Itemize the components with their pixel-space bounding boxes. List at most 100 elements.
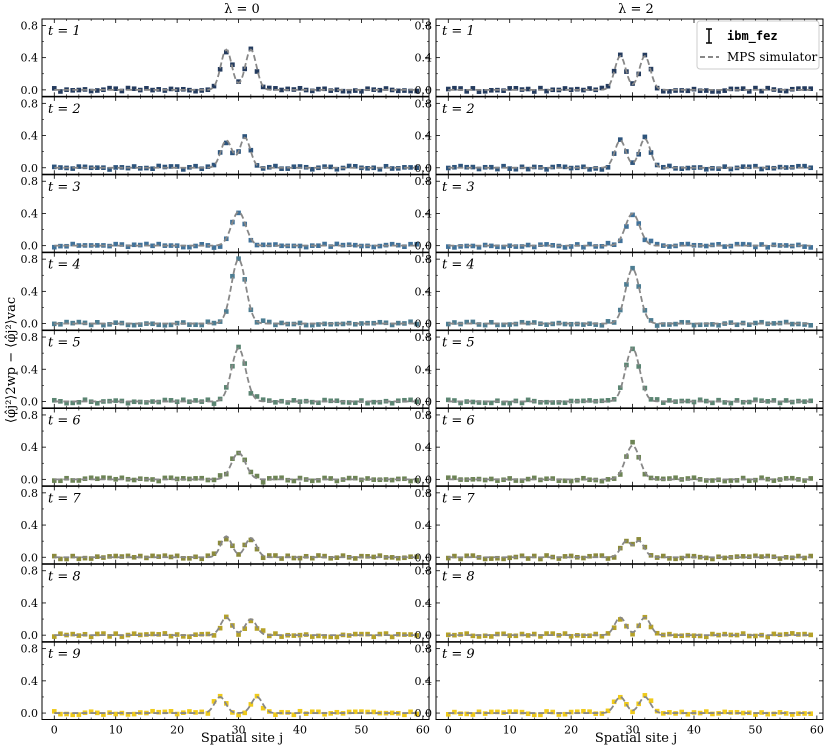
- hardware-point: [556, 478, 562, 483]
- hardware-point: [568, 709, 574, 715]
- hardware-point: [783, 476, 789, 481]
- y-tick-label: 0.0: [21, 551, 39, 564]
- hardware-point: [168, 475, 174, 481]
- x-tick-label: 10: [503, 724, 517, 737]
- hardware-point: [716, 89, 721, 94]
- hardware-point: [470, 319, 476, 325]
- y-tick-label: 0.0: [21, 707, 39, 720]
- y-tick-label: 0.4: [415, 52, 433, 65]
- hardware-point: [113, 86, 119, 91]
- y-tick-label: 0.4: [21, 675, 39, 688]
- hardware-point: [691, 322, 697, 328]
- hardware-point: [168, 398, 174, 403]
- hardware-point: [316, 553, 321, 558]
- y-tick-label: 0.8: [415, 487, 433, 500]
- hardware-point: [352, 242, 358, 248]
- hardware-point: [605, 556, 611, 561]
- hardware-point: [611, 68, 617, 74]
- hardware-point: [236, 210, 241, 216]
- hardware-point: [180, 476, 186, 481]
- hardware-point: [174, 553, 180, 559]
- time-label: t = 8: [48, 569, 81, 584]
- hardware-point: [507, 243, 513, 249]
- hardware-point: [660, 322, 666, 327]
- hardware-point: [630, 439, 635, 445]
- legend-errorbar-marker: [706, 28, 712, 44]
- hardware-point: [519, 478, 525, 483]
- hardware-point: [716, 397, 721, 403]
- hardware-point: [82, 164, 88, 170]
- hardware-point: [624, 224, 629, 229]
- hardware-point: [162, 322, 168, 328]
- hardware-point: [746, 89, 752, 94]
- panel-t8-lam2: 0.0 0.4 0.8 t = 8: [415, 563, 824, 642]
- hardware-point: [642, 693, 648, 698]
- hardware-point: [389, 166, 395, 171]
- hardware-point: [377, 631, 383, 637]
- hardware-point: [279, 320, 284, 326]
- hardware-point: [605, 83, 611, 89]
- hardware-point: [501, 244, 506, 250]
- hardware-point: [168, 633, 174, 639]
- hardware-point: [667, 556, 672, 561]
- hardware-point: [254, 546, 260, 552]
- hardware-point: [113, 631, 119, 636]
- hardware-point: [107, 634, 112, 639]
- hardware-point: [365, 86, 370, 92]
- hardware-point: [193, 710, 198, 715]
- hardware-point: [119, 475, 125, 481]
- hardware-point: [562, 245, 568, 250]
- hardware-point: [796, 86, 801, 91]
- y-tick-label: 0.8: [21, 97, 39, 110]
- hardware-point: [88, 88, 94, 94]
- hardware-point: [685, 320, 691, 325]
- hardware-point: [322, 553, 327, 559]
- hardware-point: [562, 478, 568, 484]
- hardware-point: [119, 88, 125, 94]
- legend-simulator-label: MPS simulator: [727, 50, 818, 64]
- hardware-point: [636, 284, 642, 289]
- hardware-point: [759, 242, 764, 247]
- hardware-point: [458, 556, 463, 562]
- y-tick-label: 0.8: [21, 643, 39, 656]
- hardware-point: [88, 634, 94, 640]
- hardware-point: [525, 711, 531, 717]
- hardware-point: [697, 322, 703, 328]
- y-tick-label: 0.4: [415, 130, 433, 143]
- hardware-point: [605, 240, 611, 246]
- hardware-point: [802, 399, 807, 404]
- hardware-point: [322, 397, 327, 403]
- simulator-curve: [448, 54, 811, 91]
- hardware-point: [808, 553, 814, 559]
- hardware-point: [279, 556, 284, 561]
- hardware-point: [242, 626, 248, 631]
- hardware-point: [599, 478, 605, 484]
- hardware-point: [58, 399, 63, 404]
- hardware-point: [180, 167, 186, 172]
- hardware-point: [488, 709, 494, 715]
- hardware-point: [587, 167, 592, 172]
- hardware-point: [556, 712, 562, 717]
- hardware-point: [58, 165, 63, 170]
- hardware-point: [328, 476, 334, 481]
- hardware-point: [187, 244, 192, 250]
- hardware-point: [328, 244, 334, 249]
- hardware-point: [673, 633, 678, 639]
- hardware-point: [334, 478, 340, 484]
- simulator-curve: [54, 535, 417, 559]
- hardware-point: [667, 89, 672, 94]
- hardware-point: [230, 456, 235, 461]
- hardware-point: [383, 86, 389, 91]
- hardware-point: [568, 478, 574, 484]
- hardware-point: [223, 140, 229, 146]
- hardware-point: [297, 243, 303, 249]
- hardware-point: [740, 710, 746, 716]
- hardware-point: [458, 163, 463, 169]
- hardware-point: [513, 85, 519, 91]
- hardware-point: [113, 320, 119, 325]
- hardware-point: [562, 631, 568, 636]
- hardware-point: [648, 318, 654, 323]
- hardware-point: [771, 631, 777, 637]
- hardware-point: [808, 711, 814, 716]
- hardware-point: [101, 475, 106, 480]
